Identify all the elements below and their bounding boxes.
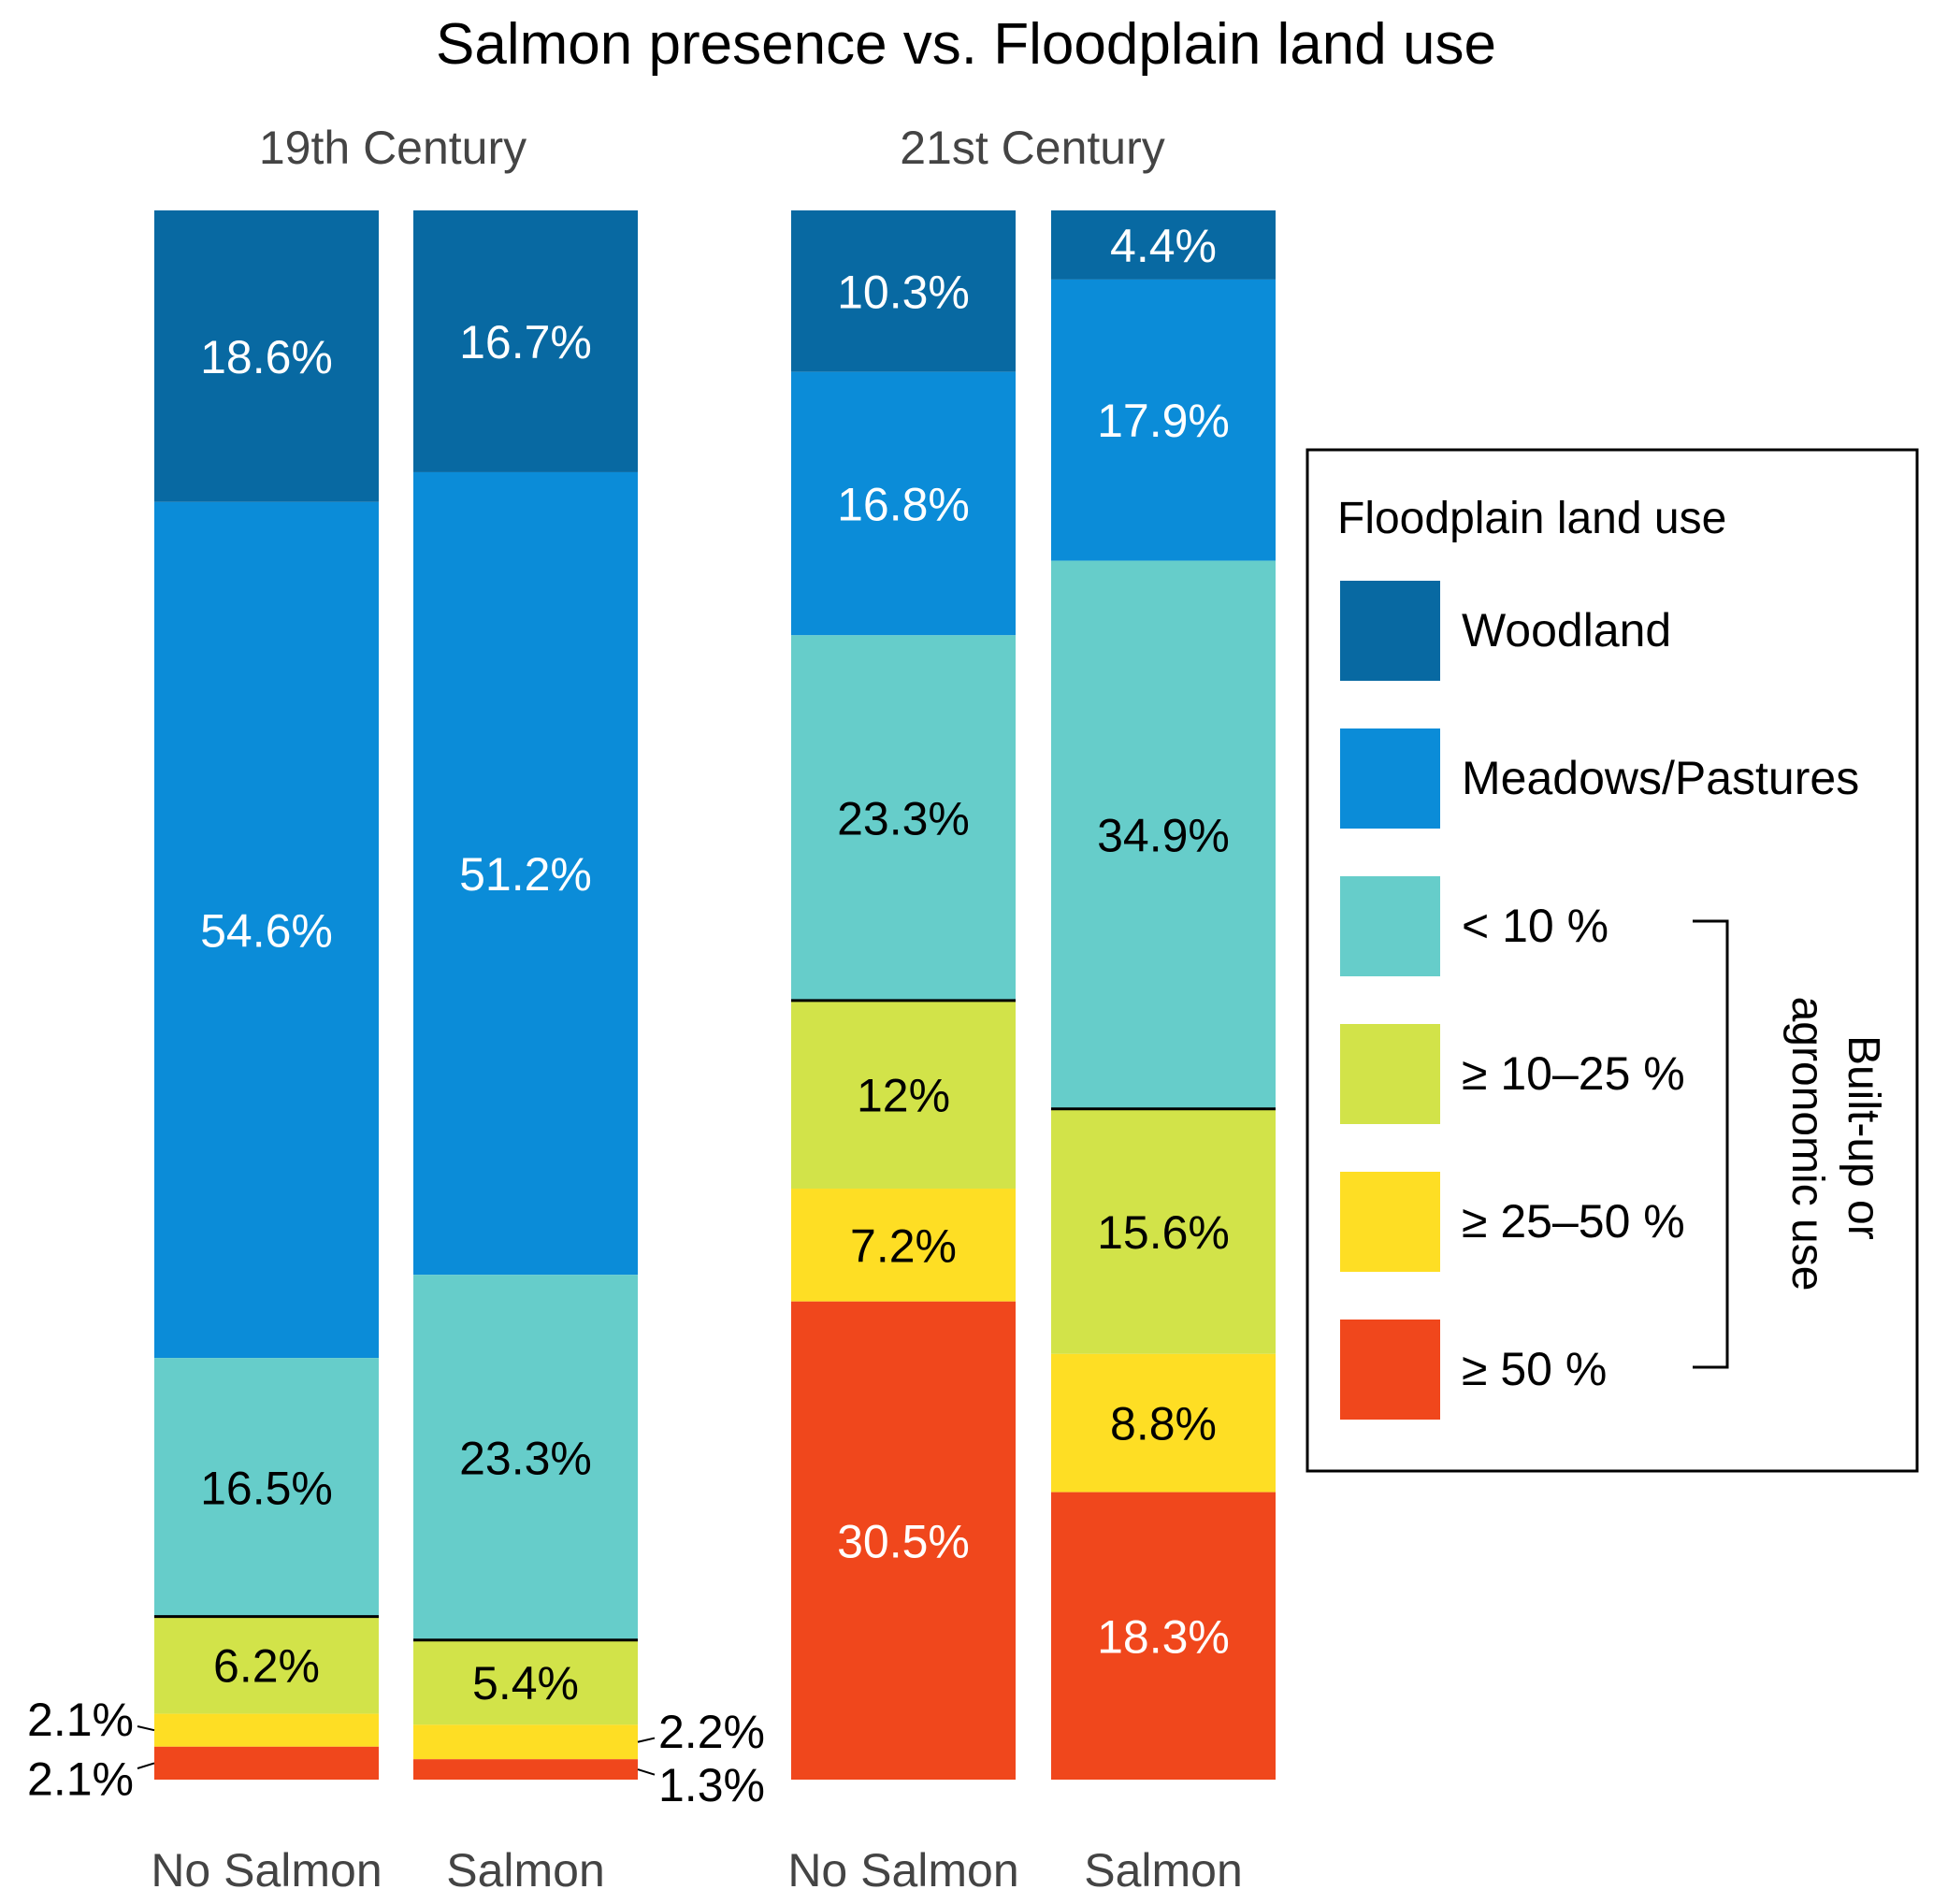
value-label-p0-no-salmon-10-25: 6.2% [213, 1640, 320, 1693]
legend-items: Woodland Meadows/Pastures < 10 % ≥ 10–25 % ≥… [1340, 581, 1859, 1420]
value-label-p1-no-salmon-10-25: 12% [857, 1069, 950, 1121]
bar-segment-p0-no-salmon-meadows-pastures [154, 501, 379, 1359]
value-label-p0-no-salmon-10: 16.5% [200, 1462, 333, 1514]
value-label-p0-salmon-10: 23.3% [459, 1433, 592, 1485]
value-label-p1-salmon-meadows-pastures: 17.9% [1097, 395, 1230, 447]
legend-swatch-25-50 [1340, 1172, 1440, 1272]
legend-label-meadows-pastures: Meadows/Pastures [1462, 752, 1859, 804]
value-label-p0-salmon-woodland: 16.7% [459, 316, 592, 368]
legend-swatch-woodland [1340, 581, 1440, 681]
legend-label-10-25: ≥ 10–25 % [1462, 1047, 1685, 1100]
chart-title: Salmon presence vs. Floodplain land use [436, 12, 1496, 77]
bar-segment-p0-no-salmon-10 [154, 1358, 379, 1617]
legend-swatch-meadows-pastures [1340, 728, 1440, 829]
value-label-p1-no-salmon-meadows-pastures: 16.8% [837, 478, 970, 530]
bar-segment-p1-no-salmon-woodland [791, 210, 1016, 372]
value-label-p0-salmon-25-50: 2.2% [658, 1706, 765, 1758]
leader-line-p0-no-salmon-50 [137, 1762, 155, 1769]
legend-title: Floodplain land use [1337, 494, 1726, 543]
bar-segment-p1-salmon-10 [1051, 560, 1276, 1109]
bar-segment-p0-salmon-25-50 [413, 1724, 638, 1760]
bar-segment-p0-no-salmon-50 [154, 1746, 379, 1780]
legend-bracket [1693, 919, 1729, 1369]
bar-segment-p0-salmon-meadows-pastures [413, 471, 638, 1276]
legend-label-50: ≥ 50 % [1462, 1343, 1607, 1395]
bar-segment-p0-no-salmon-10-25 [154, 1616, 379, 1714]
value-label-p1-salmon-woodland: 4.4% [1110, 220, 1217, 272]
value-label-p0-salmon-50: 1.3% [658, 1759, 765, 1811]
bar-labels-layer: 18.6% 54.6% 16.5% 6.2% 2.1% 2.1% 16.7% 51.2% 23.… [27, 220, 1230, 1811]
legend-swatch-10 [1340, 876, 1440, 976]
bar-segment-p1-salmon-10-25 [1051, 1108, 1276, 1354]
bar-segment-p1-salmon-50 [1051, 1492, 1276, 1780]
panel-title-21st-century: 21st Century [900, 122, 1164, 174]
bar-segment-p1-no-salmon-50 [791, 1301, 1016, 1780]
category-label-p0-no-salmon: No Salmon [151, 1844, 382, 1897]
value-label-p0-no-salmon-50: 2.1% [27, 1753, 134, 1805]
value-label-p1-salmon-10-25: 15.6% [1097, 1206, 1230, 1259]
bar-segment-p0-salmon-woodland [413, 210, 638, 472]
bar-segment-p1-salmon-woodland [1051, 210, 1276, 280]
bar-segment-p1-salmon-meadows-pastures [1051, 279, 1276, 561]
category-label-p1-salmon: Salmon [1084, 1844, 1243, 1897]
panel-title-19th-century: 19th Century [259, 122, 527, 174]
bar-segment-p1-no-salmon-10-25 [791, 1000, 1016, 1190]
legend-label-woodland: Woodland [1462, 604, 1671, 656]
bar-segment-p0-no-salmon-25-50 [154, 1713, 379, 1747]
value-label-p1-no-salmon-woodland: 10.3% [837, 266, 970, 318]
category-label-p0-salmon: Salmon [446, 1844, 605, 1897]
bar-segment-p1-no-salmon-meadows-pastures [791, 371, 1016, 636]
legend-label-10: < 10 % [1462, 900, 1608, 952]
bar-segment-p0-salmon-50 [413, 1759, 638, 1780]
bar-segment-p0-no-salmon-woodland [154, 210, 379, 502]
value-label-p0-no-salmon-woodland: 18.6% [200, 331, 333, 383]
value-label-p0-salmon-10-25: 5.4% [472, 1657, 579, 1709]
bar-segment-p1-salmon-25-50 [1051, 1353, 1276, 1493]
category-label-p1-no-salmon: No Salmon [787, 1844, 1018, 1897]
value-label-p0-no-salmon-25-50: 2.1% [27, 1694, 134, 1746]
bar-segment-p0-salmon-10 [413, 1275, 638, 1640]
value-label-p0-salmon-meadows-pastures: 51.2% [459, 848, 592, 901]
value-label-p1-salmon-25-50: 8.8% [1110, 1398, 1217, 1450]
legend-label-25-50: ≥ 25–50 % [1462, 1195, 1685, 1248]
legend-bracket-label-line-1: Built-up or [1839, 1035, 1888, 1240]
leader-line-p0-salmon-50 [637, 1768, 656, 1776]
legend-bracket-label-line-2: agronomic use [1782, 997, 1832, 1291]
value-label-p1-salmon-50: 18.3% [1097, 1610, 1230, 1663]
bar-segment-p1-no-salmon-10 [791, 635, 1016, 1001]
leader-line-p0-no-salmon-25-50 [137, 1725, 155, 1732]
legend-swatch-50 [1340, 1320, 1440, 1420]
value-label-p1-no-salmon-10: 23.3% [837, 793, 970, 845]
value-label-p1-no-salmon-50: 30.5% [837, 1515, 970, 1567]
legend-bracket-label: Built-up or agronomic use [1782, 997, 1888, 1291]
bars-layer [154, 210, 1276, 1780]
legend-swatch-10-25 [1340, 1024, 1440, 1124]
leader-line-p0-salmon-25-50 [637, 1737, 656, 1743]
value-label-p0-no-salmon-meadows-pastures: 54.6% [200, 904, 333, 957]
value-label-p1-salmon-10: 34.9% [1097, 810, 1230, 862]
legend: Floodplain land use Woodland Meadows/Past… [1305, 448, 1919, 1473]
value-label-p1-no-salmon-25-50: 7.2% [850, 1219, 957, 1272]
bar-segment-p0-salmon-10-25 [413, 1639, 638, 1725]
bar-segment-p1-no-salmon-25-50 [791, 1189, 1016, 1302]
category-labels-layer: No Salmon Salmon No Salmon Salmon [151, 1844, 1242, 1897]
